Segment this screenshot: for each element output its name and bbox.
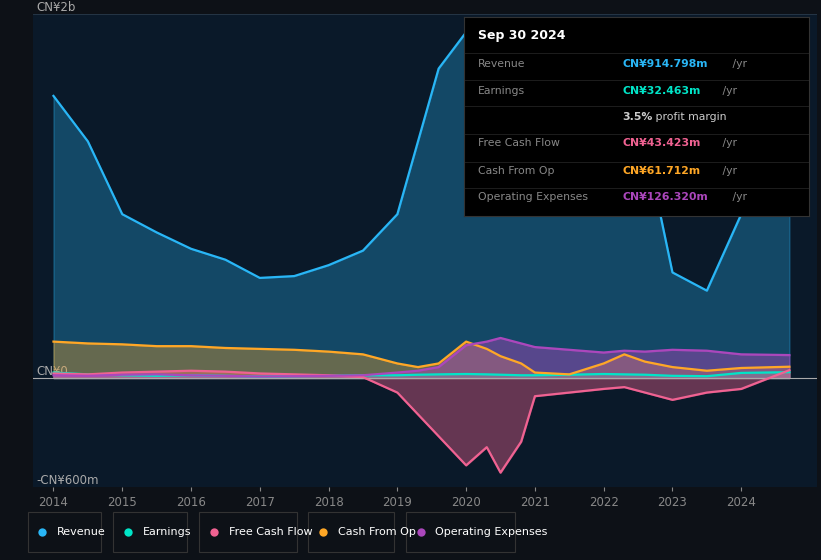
Text: -CN¥600m: -CN¥600m <box>36 474 99 487</box>
Text: Revenue: Revenue <box>57 527 106 537</box>
Text: 3.5%: 3.5% <box>622 112 653 122</box>
Text: profit margin: profit margin <box>652 112 727 122</box>
Text: /yr: /yr <box>729 192 746 202</box>
Text: CN¥61.712m: CN¥61.712m <box>622 166 700 176</box>
Text: CN¥0: CN¥0 <box>36 365 68 378</box>
Text: Earnings: Earnings <box>478 86 525 96</box>
Text: Free Cash Flow: Free Cash Flow <box>228 527 312 537</box>
Text: Operating Expenses: Operating Expenses <box>478 192 588 202</box>
FancyBboxPatch shape <box>199 512 296 552</box>
Text: Free Cash Flow: Free Cash Flow <box>478 138 560 148</box>
Text: Cash From Op: Cash From Op <box>478 166 554 176</box>
Text: CN¥126.320m: CN¥126.320m <box>622 192 709 202</box>
Text: Revenue: Revenue <box>478 59 525 68</box>
FancyBboxPatch shape <box>28 512 102 552</box>
Text: /yr: /yr <box>729 59 746 68</box>
Text: Cash From Op: Cash From Op <box>338 527 415 537</box>
Text: Operating Expenses: Operating Expenses <box>435 527 548 537</box>
Text: CN¥32.463m: CN¥32.463m <box>622 86 701 96</box>
Text: Sep 30 2024: Sep 30 2024 <box>478 29 565 42</box>
Text: /yr: /yr <box>719 166 737 176</box>
Text: /yr: /yr <box>719 138 737 148</box>
Text: /yr: /yr <box>719 86 737 96</box>
Text: CN¥43.423m: CN¥43.423m <box>622 138 701 148</box>
Text: CN¥2b: CN¥2b <box>36 1 76 14</box>
FancyBboxPatch shape <box>309 512 394 552</box>
FancyBboxPatch shape <box>113 512 187 552</box>
Text: Earnings: Earnings <box>143 527 191 537</box>
FancyBboxPatch shape <box>406 512 516 552</box>
Text: CN¥914.798m: CN¥914.798m <box>622 59 708 68</box>
